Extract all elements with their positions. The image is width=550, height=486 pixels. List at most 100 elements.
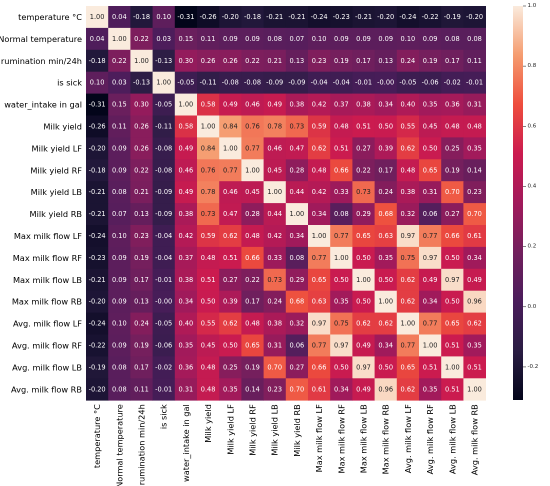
cell-value-label: 0.77 (223, 166, 238, 174)
cell-value-label: 0.06 (423, 210, 438, 218)
heatmap-cell (152, 71, 176, 94)
heatmap-cell (152, 312, 176, 335)
cell-value-label: 0.47 (290, 144, 305, 152)
cell-value-label: 0.15 (112, 101, 127, 109)
heatmap-cell (441, 115, 464, 138)
heatmap-cell (197, 93, 220, 116)
heatmap-cell (374, 159, 398, 182)
row-tick-label: Milk yield (43, 121, 82, 131)
heatmap-cell (241, 93, 264, 116)
cell-value-label: 0.51 (445, 385, 460, 393)
heatmap-cell (241, 159, 264, 182)
heatmap-cell (152, 27, 176, 51)
heatmap-cell (152, 93, 176, 116)
cell-value-label: 0.19 (445, 166, 460, 174)
cell-value-label: 0.22 (245, 57, 260, 65)
cell-value-label: 1.00 (90, 13, 105, 21)
heatmap-cell (197, 225, 220, 248)
heatmap-cell (396, 312, 420, 335)
cell-value-label: 0.50 (378, 122, 393, 130)
heatmap-cell (285, 6, 309, 29)
heatmap-cell (396, 225, 420, 248)
cell-value-label: 0.23 (134, 232, 149, 240)
cell-value-label: 0.65 (356, 232, 371, 240)
cell-value-label: 0.15 (179, 35, 194, 43)
heatmap-cell (463, 71, 486, 94)
heatmap-cell (330, 6, 353, 29)
heatmap-cell (396, 334, 420, 357)
heatmap-cell (219, 378, 242, 401)
heatmap-cell (130, 27, 153, 51)
heatmap-cell (197, 203, 220, 226)
heatmap-cell (352, 6, 375, 29)
heatmap-cell (108, 246, 131, 270)
cell-value-label: 0.28 (245, 210, 260, 218)
heatmap-cell (374, 246, 398, 270)
cell-value-label: -0.09 (288, 79, 305, 87)
heatmap-cell (308, 225, 331, 248)
heatmap-cell (374, 6, 398, 29)
heatmap-cell (330, 159, 353, 182)
cell-value-label: 0.68 (290, 298, 305, 306)
heatmap-cell (441, 93, 464, 116)
heatmap-cell (419, 49, 442, 73)
heatmap-cell (86, 356, 109, 379)
heatmap-cell (374, 378, 398, 401)
cell-value-label: -0.08 (155, 166, 172, 174)
cell-value-label: -0.06 (155, 341, 172, 349)
cell-value-label: -0.18 (133, 13, 150, 21)
cell-value-label: 0.73 (267, 276, 282, 284)
heatmap-cell (285, 71, 309, 94)
heatmap-cell (441, 378, 464, 401)
heatmap-cell (86, 71, 109, 94)
cell-value-label: 0.11 (112, 122, 127, 130)
cell-value-label: -0.20 (89, 385, 106, 393)
cell-value-label: 0.33 (334, 188, 349, 196)
heatmap-cell (86, 312, 109, 335)
heatmap-cell (108, 71, 131, 94)
heatmap-cell (419, 181, 442, 204)
row-tick-label: Max milk flow RF (13, 253, 83, 263)
heatmap-cell (285, 334, 309, 357)
heatmap-cell (441, 159, 464, 182)
cell-value-label: 1.00 (401, 320, 416, 328)
cell-value-label: 0.42 (267, 232, 282, 240)
cell-value-label: 0.55 (401, 122, 416, 130)
heatmap-cell (219, 356, 242, 379)
cell-value-label: -0.01 (355, 79, 372, 87)
cell-value-label: 0.32 (290, 320, 305, 328)
cell-value-label: 0.39 (378, 144, 393, 152)
heatmap-cell (197, 27, 220, 51)
heatmap-cell (308, 115, 331, 138)
heatmap-cell (396, 93, 420, 116)
row-labels: temperature °C Normal temperature ruminati… (0, 12, 82, 394)
heatmap-cell (396, 6, 420, 29)
cell-value-label: 0.49 (423, 276, 438, 284)
cell-value-label: 0.66 (334, 166, 349, 174)
cell-value-label: 0.78 (201, 188, 216, 196)
heatmap-cell (419, 71, 442, 94)
heatmap-cell (219, 6, 242, 29)
cell-value-label: 0.45 (201, 341, 216, 349)
cell-value-label: 0.65 (445, 320, 460, 328)
cell-value-label: 0.62 (312, 144, 327, 152)
heatmap-cell (108, 6, 131, 29)
heatmap-cell (197, 159, 220, 182)
cell-value-label: 0.96 (378, 385, 393, 393)
cell-value-label: -0.20 (222, 13, 239, 21)
heatmap-cell (285, 181, 309, 204)
cell-value-label: 0.34 (378, 101, 393, 109)
cell-value-label: 0.75 (401, 254, 416, 262)
heatmap-cell (285, 312, 309, 335)
heatmap-cell (197, 115, 220, 138)
cell-value-label: 0.63 (378, 232, 393, 240)
cell-value-label: 0.22 (134, 166, 149, 174)
cell-value-label: 0.48 (201, 385, 216, 393)
cell-value-label: 0.10 (401, 35, 416, 43)
cell-value-label: -0.05 (177, 79, 194, 87)
heatmap-cell (396, 203, 420, 226)
cell-value-label: -0.19 (89, 363, 106, 371)
heatmap-cell (130, 246, 153, 270)
cell-value-label: 0.10 (156, 13, 171, 21)
cell-value-label: -0.01 (155, 385, 172, 393)
